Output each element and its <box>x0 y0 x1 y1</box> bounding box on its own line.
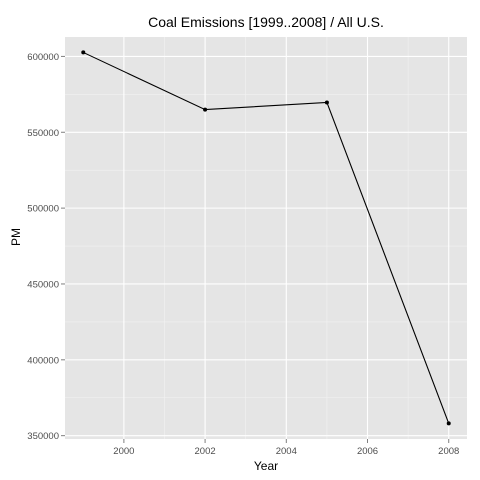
y-tick-label: 450000 <box>27 279 59 290</box>
data-point <box>203 107 208 112</box>
chart-title: Coal Emissions [1999..2008] / All U.S. <box>148 14 384 30</box>
y-axis: 350000 400000 450000 500000 550000 600000 <box>27 52 65 442</box>
data-point <box>324 100 329 105</box>
x-tick-label: 2002 <box>195 446 216 457</box>
y-tick-label: 550000 <box>27 128 59 139</box>
y-tick-label: 400000 <box>27 355 59 366</box>
x-tick-label: 2008 <box>438 446 459 457</box>
y-axis-title: PM <box>9 228 23 246</box>
x-tick-label: 2006 <box>357 446 378 457</box>
x-tick-label: 2000 <box>113 446 134 457</box>
y-tick-label: 500000 <box>27 204 59 215</box>
major-gridlines <box>65 37 467 439</box>
plot-panel <box>65 37 467 439</box>
x-tick-label: 2004 <box>276 446 297 457</box>
x-axis-title: Year <box>254 459 278 473</box>
y-tick-label: 600000 <box>27 52 59 63</box>
data-point <box>81 50 86 55</box>
series-line <box>83 51 450 424</box>
x-axis: 2000 2002 2004 2006 2008 <box>113 439 459 457</box>
y-tick-label: 350000 <box>27 431 59 442</box>
data-point <box>446 421 451 426</box>
series-line-group <box>81 50 451 426</box>
